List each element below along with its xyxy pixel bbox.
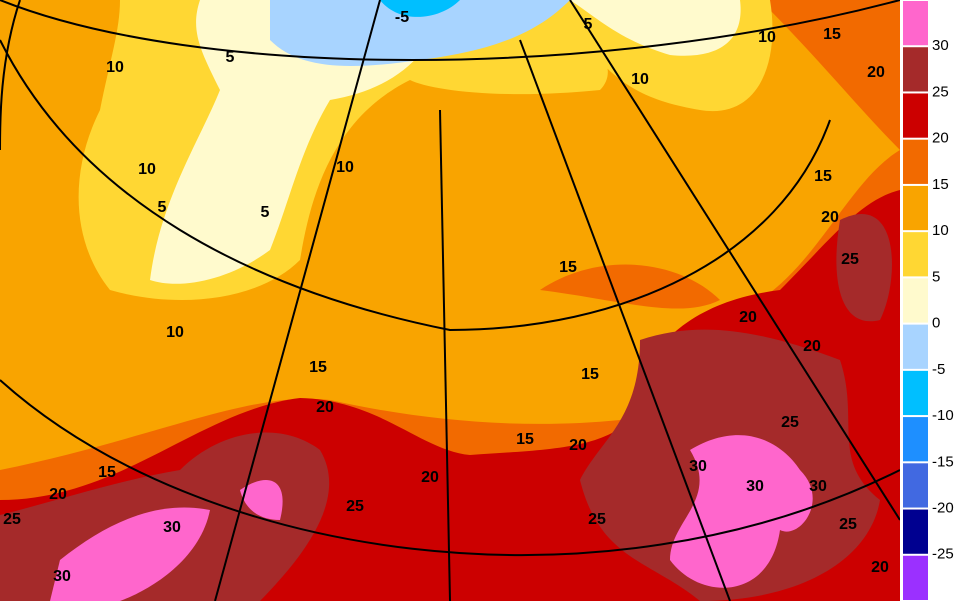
contour-label: 30 xyxy=(746,478,764,495)
colorbar-swatch xyxy=(903,232,928,277)
contour-label: 25 xyxy=(346,498,364,515)
contour-label: 20 xyxy=(871,559,889,576)
colorbar-label: -20 xyxy=(932,500,954,517)
colorbar: 30 25 20 15 10 5 0 -5 -10 -15 -20 -25 xyxy=(900,0,960,601)
contour-label: 30 xyxy=(689,458,707,475)
contour-label: 20 xyxy=(49,486,67,503)
contour-label: 10 xyxy=(106,59,124,76)
contour-label: 10 xyxy=(631,71,649,88)
contour-label: 25 xyxy=(588,511,606,528)
contour-label: -5 xyxy=(395,9,409,26)
contour-label: 15 xyxy=(516,431,534,448)
contour-label: 10 xyxy=(138,161,156,178)
colorbar-label: 10 xyxy=(932,222,949,239)
colorbar-swatch xyxy=(903,1,928,46)
contour-label: 15 xyxy=(814,168,832,185)
contour-label: 15 xyxy=(823,26,841,43)
contour-label: 10 xyxy=(336,159,354,176)
graticule xyxy=(0,0,901,602)
contour-label: 20 xyxy=(867,64,885,81)
contour-label: 10 xyxy=(758,29,776,46)
contour-label: 5 xyxy=(226,49,235,66)
colorbar-swatch xyxy=(903,278,928,323)
contour-label: 25 xyxy=(841,251,859,268)
colorbar-swatch xyxy=(903,509,928,554)
contour-label: 30 xyxy=(809,478,827,495)
contour-label: 25 xyxy=(839,516,857,533)
contour-label: 10 xyxy=(166,324,184,341)
colorbar-swatch xyxy=(903,324,928,369)
contour-label: 20 xyxy=(803,338,821,355)
contour-label: 15 xyxy=(98,464,116,481)
contour-label: 25 xyxy=(3,511,21,528)
contour-label: 20 xyxy=(569,437,587,454)
contour-label: 20 xyxy=(821,209,839,226)
contour-label: 5 xyxy=(584,16,593,33)
colorbar-label: 25 xyxy=(932,83,949,100)
colorbar-label: 5 xyxy=(932,268,940,285)
colorbar-swatch xyxy=(903,139,928,184)
contour-label: 20 xyxy=(739,309,757,326)
contour-label: 15 xyxy=(559,259,577,276)
colorbar-label: -25 xyxy=(932,546,954,563)
colorbar-label: -10 xyxy=(932,407,954,424)
colorbar-label: 0 xyxy=(932,315,940,332)
colorbar-label: -5 xyxy=(932,361,945,378)
contour-label: 5 xyxy=(158,199,167,216)
contour-label: 15 xyxy=(581,366,599,383)
contour-labels: -5 5 10 15 20 10 5 10 10 10 5 5 15 20 25 15 20 20 10 15 15 20… xyxy=(3,9,889,585)
contour-label: 25 xyxy=(781,414,799,431)
contour-label: 30 xyxy=(53,568,71,585)
colorbar-label: 30 xyxy=(932,37,949,54)
colorbar-swatch xyxy=(903,185,928,231)
colorbar-swatch xyxy=(903,47,928,92)
colorbar-label: 15 xyxy=(932,176,949,193)
map-fields xyxy=(0,0,900,601)
colorbar-label: 20 xyxy=(932,130,949,147)
contour-label: 30 xyxy=(163,519,181,536)
contour-label: 5 xyxy=(261,204,270,221)
contour-label: 20 xyxy=(421,469,439,486)
colorbar-swatch xyxy=(903,370,928,416)
colorbar-swatch xyxy=(903,417,928,462)
colorbar-swatch xyxy=(903,463,928,508)
colorbar-swatch xyxy=(903,555,928,600)
contour-label: 20 xyxy=(316,399,334,416)
colorbar-label: -15 xyxy=(932,453,954,470)
contour-label: 15 xyxy=(309,359,327,376)
colorbar-swatch xyxy=(903,93,928,138)
